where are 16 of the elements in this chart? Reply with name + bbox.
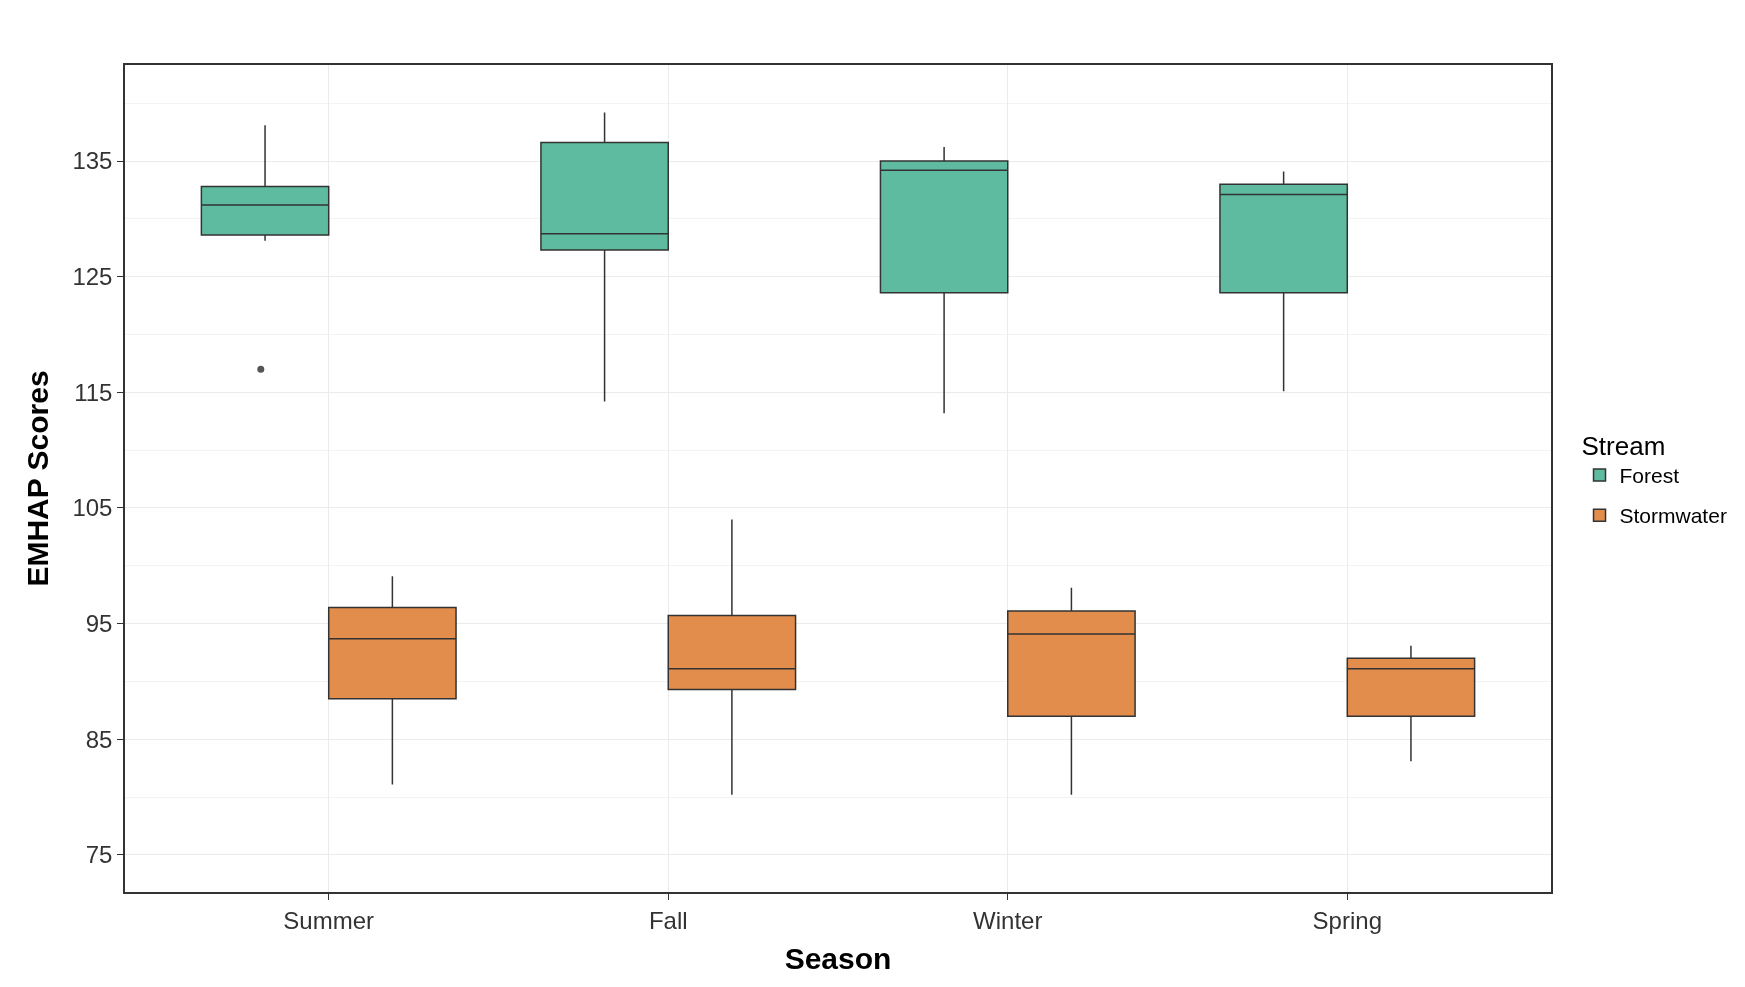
y-tick-label: 95	[85, 610, 113, 638]
legend-label: Forest	[1619, 464, 1680, 488]
y-tick-label: 105	[72, 494, 113, 522]
y-tick-label: 85	[85, 725, 113, 753]
legend-label: Stormwater	[1619, 504, 1727, 528]
x-tick-label: Summer	[283, 906, 375, 934]
x-tick-label: Fall	[648, 906, 688, 934]
y-tick-label: 75	[85, 841, 113, 869]
y-tick-label: 125	[72, 263, 113, 291]
y-tick-label: 115	[74, 378, 113, 406]
x-tick-label: Winter	[973, 906, 1043, 934]
legend-title: Stream	[1581, 430, 1666, 461]
y-tick-label: 135	[72, 147, 113, 175]
y-axis-title: EMHAP Scores	[20, 370, 54, 587]
x-tick-label: Spring	[1312, 906, 1382, 934]
x-axis-title: Season	[784, 941, 892, 975]
